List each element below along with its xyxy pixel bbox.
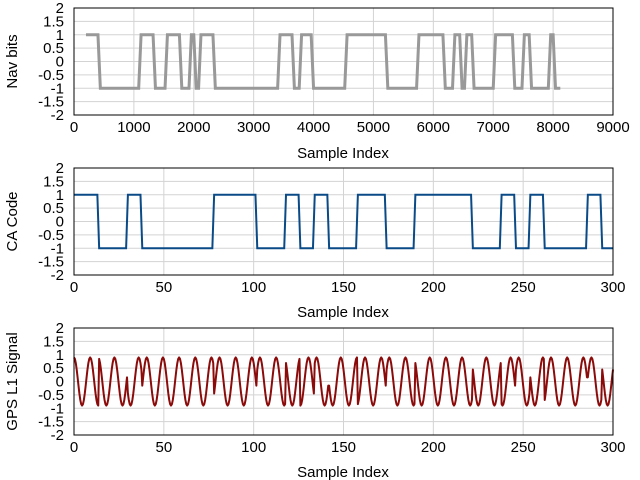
x-tick-label: 1000	[117, 119, 150, 136]
plot-frame-nav-bits	[73, 7, 614, 116]
x-tick-label: 100	[241, 279, 266, 296]
x-tick-label: 150	[331, 439, 356, 456]
y-tick-label: -2	[51, 107, 64, 124]
x-tick-label: 300	[600, 439, 625, 456]
y-tick-labels-gps-l1: -2-1.5-1-0.500.511.52	[38, 320, 64, 444]
x-tick-label: 9000	[596, 119, 629, 136]
x-tick-label: 50	[155, 279, 172, 296]
y-tick-label: -1	[51, 240, 64, 257]
x-tick-label: 100	[241, 439, 266, 456]
x-axis-label-gps-l1: Sample Index	[297, 464, 389, 480]
x-tick-label: 7000	[477, 119, 510, 136]
y-tick-label: -1	[51, 400, 64, 417]
y-axis-label-gps-l1: GPS L1 Signal	[4, 332, 21, 430]
chart-panel-ca-code: 0 50 100 150 200 250 300 -2-1.5-1-0.500.511.52…	[4, 160, 626, 321]
y-tick-label: -2	[51, 267, 64, 284]
y-tick-label: 1.5	[43, 13, 64, 30]
y-tick-label: 1	[56, 27, 64, 44]
x-tick-label: 200	[421, 279, 446, 296]
x-tick-label: 5000	[357, 119, 390, 136]
y-tick-label: -2	[51, 427, 64, 444]
x-tick-label: 3000	[237, 119, 270, 136]
x-tick-label: 8000	[536, 119, 569, 136]
x-tick-label: 2000	[177, 119, 210, 136]
y-axis-label-nav-bits: Nav bits	[4, 34, 21, 88]
y-tick-label: 0.5	[43, 200, 64, 217]
y-tick-label: -0.5	[38, 387, 64, 404]
x-tick-label: 4000	[297, 119, 330, 136]
x-axis-label-nav-bits: Sample Index	[297, 145, 389, 162]
y-tick-labels-nav-bits: -2-1.5-1-0.500.511.52	[38, 0, 64, 124]
plot-frame-gps-l1	[73, 327, 614, 436]
x-tick-label: 0	[70, 119, 78, 136]
grid-ca-code	[73, 167, 614, 276]
x-tick-label: 6000	[417, 119, 450, 136]
grid-gps-l1	[73, 327, 614, 436]
x-axis-label-ca-code: Sample Index	[297, 304, 389, 321]
y-tick-labels-ca-code: -2-1.5-1-0.500.511.52	[38, 160, 64, 284]
y-tick-label: -1.5	[38, 414, 64, 431]
series-line-gps-l1	[73, 356, 614, 407]
y-tick-label: -0.5	[38, 227, 64, 244]
y-tick-label: 1	[56, 187, 64, 204]
y-tick-label: -1.5	[38, 94, 64, 111]
x-tick-labels-ca-code: 0 50 100 150 200 250 300	[70, 279, 626, 296]
y-tick-label: 0.5	[43, 40, 64, 57]
y-tick-label: 0	[56, 54, 64, 71]
x-tick-labels-gps-l1: 0 50 100 150 200 250 300	[70, 439, 626, 456]
x-tick-labels-nav-bits: 0 1000 2000 3000 4000 5000 6000 7000 8000 9000	[70, 119, 630, 136]
x-tick-label: 0	[70, 279, 78, 296]
x-tick-label: 250	[511, 439, 536, 456]
chart-panel-nav-bits: 0 1000 2000 3000 4000 5000 6000 7000 8000 9000 -2…	[4, 0, 630, 162]
x-tick-label: 0	[70, 439, 78, 456]
y-tick-label: 1.5	[43, 333, 64, 350]
y-tick-label: -1	[51, 80, 64, 97]
y-tick-label: 0	[56, 374, 64, 391]
y-tick-label: 2	[56, 320, 64, 337]
y-tick-label: 1	[56, 347, 64, 364]
y-tick-label: 2	[56, 160, 64, 177]
y-tick-label: 2	[56, 0, 64, 17]
plot-frame-ca-code	[73, 167, 614, 276]
series-line-nav-bits	[85, 33, 561, 90]
y-tick-label: -0.5	[38, 67, 64, 84]
x-tick-label: 150	[331, 279, 356, 296]
y-tick-label: 1.5	[43, 173, 64, 190]
x-tick-label: 50	[155, 439, 172, 456]
y-axis-label-ca-code: CA Code	[4, 191, 21, 251]
x-tick-label: 250	[511, 279, 536, 296]
x-tick-label: 300	[600, 279, 625, 296]
chart-panel-gps-l1: 0 50 100 150 200 250 300 -2-1.5-1-0.500.511.52…	[4, 320, 626, 480]
y-tick-label: 0	[56, 214, 64, 231]
y-tick-label: -1.5	[38, 254, 64, 271]
y-tick-label: 0.5	[43, 360, 64, 377]
series-line-ca-code	[74, 193, 613, 250]
x-tick-label: 200	[421, 439, 446, 456]
